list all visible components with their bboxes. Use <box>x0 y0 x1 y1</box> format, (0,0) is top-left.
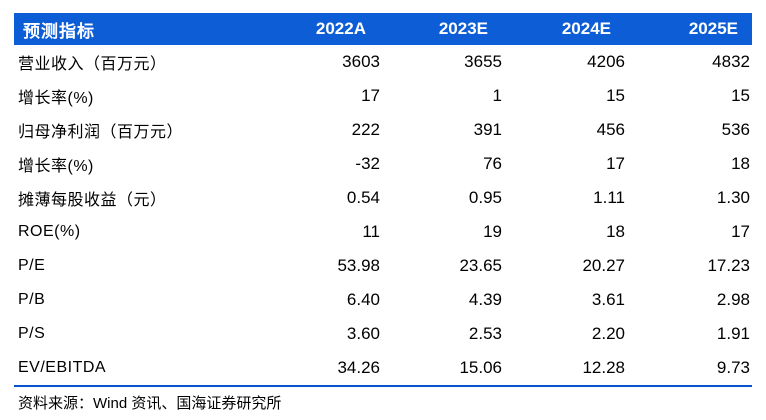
cell-value: 0.95 <box>468 188 502 207</box>
table-row-pb: P/B 6.40 4.39 3.61 2.98 <box>14 283 752 317</box>
cell-value: 18 <box>606 222 625 241</box>
cell-value: 18 <box>731 154 750 173</box>
cell-value: 1.11 <box>593 188 625 207</box>
cell-value: 76 <box>483 154 502 173</box>
table-row-ev-ebitda: EV/EBITDA 34.26 15.06 12.28 9.73 <box>14 351 752 385</box>
source-note: 资料来源：Wind 资讯、国海证券研究所 <box>18 395 282 412</box>
row-label: 摊薄每股收益（元） <box>18 192 167 209</box>
row-label: P/E <box>18 257 46 274</box>
cell-value: 4832 <box>712 52 750 71</box>
cell-value: 2.98 <box>716 290 750 309</box>
metric-column-header: 预测指标 <box>23 21 95 41</box>
cell-value: 20.27 <box>582 256 625 275</box>
cell-value: 12.28 <box>582 358 625 377</box>
cell-value: 15 <box>731 86 750 105</box>
cell-value: 2.53 <box>468 324 502 343</box>
row-label: 增长率(%) <box>18 90 94 107</box>
cell-value: 2.20 <box>591 324 625 343</box>
cell-value: -32 <box>355 154 380 173</box>
cell-value: 1 <box>492 86 502 105</box>
cell-value: 17.23 <box>707 256 750 275</box>
cell-value: 3.61 <box>591 290 625 309</box>
cell-value: 15 <box>606 86 625 105</box>
year-column-header-2024e: 2024E <box>561 19 611 38</box>
row-label: 营业收入（百万元） <box>18 56 167 73</box>
row-label: EV/EBITDA <box>18 359 107 376</box>
cell-value: 1.30 <box>716 188 750 207</box>
table-row-pe: P/E 53.98 23.65 20.27 17.23 <box>14 249 752 283</box>
table-header-row: 预测指标 2022A 2023E 2024E 2025E <box>14 13 752 45</box>
cell-value: 19 <box>483 222 502 241</box>
cell-value: 222 <box>351 120 380 139</box>
cell-value: 3.60 <box>346 324 380 343</box>
cell-value: 15.06 <box>459 358 502 377</box>
cell-value: 4.39 <box>468 290 502 309</box>
row-label: P/B <box>18 291 46 308</box>
table-row-diluted-eps: 摊薄每股收益（元） 0.54 0.95 1.11 1.30 <box>14 181 752 215</box>
year-column-header-2025e: 2025E <box>688 19 738 38</box>
cell-value: 11 <box>362 222 380 241</box>
cell-value: 391 <box>473 120 502 139</box>
row-label: 增长率(%) <box>18 158 94 175</box>
year-column-header-2022a: 2022A <box>315 19 366 38</box>
cell-value: 17 <box>731 222 750 241</box>
cell-value: 34.26 <box>337 358 380 377</box>
cell-value: 17 <box>606 154 625 173</box>
table-row-revenue: 营业收入（百万元） 3603 3655 4206 4832 <box>14 45 752 79</box>
cell-value: 17 <box>361 86 380 105</box>
table-row-net-profit: 归母净利润（百万元） 222 391 456 536 <box>14 113 752 147</box>
cell-value: 3603 <box>342 52 380 71</box>
forecast-table: 预测指标 2022A 2023E 2024E 2025E 营业收入（百万元） 3… <box>14 13 752 387</box>
cell-value: 456 <box>596 120 625 139</box>
table-row-ps: P/S 3.60 2.53 2.20 1.91 <box>14 317 752 351</box>
cell-value: 4206 <box>587 52 625 71</box>
cell-value: 6.40 <box>346 290 380 309</box>
table-row-profit-growth: 增长率(%) -32 76 17 18 <box>14 147 752 181</box>
cell-value: 23.65 <box>459 256 502 275</box>
table-row-revenue-growth: 增长率(%) 17 1 15 15 <box>14 79 752 113</box>
cell-value: 9.73 <box>716 358 750 377</box>
table-row-roe: ROE(%) 11 19 18 17 <box>14 215 752 249</box>
cell-value: 1.91 <box>716 324 750 343</box>
row-label: ROE(%) <box>18 223 81 240</box>
year-column-header-2023e: 2023E <box>438 19 488 38</box>
cell-value: 536 <box>721 120 750 139</box>
row-label: P/S <box>18 325 46 342</box>
cell-value: 0.54 <box>346 188 380 207</box>
row-label: 归母净利润（百万元） <box>18 124 184 141</box>
cell-value: 3655 <box>464 52 502 71</box>
cell-value: 53.98 <box>337 256 380 275</box>
